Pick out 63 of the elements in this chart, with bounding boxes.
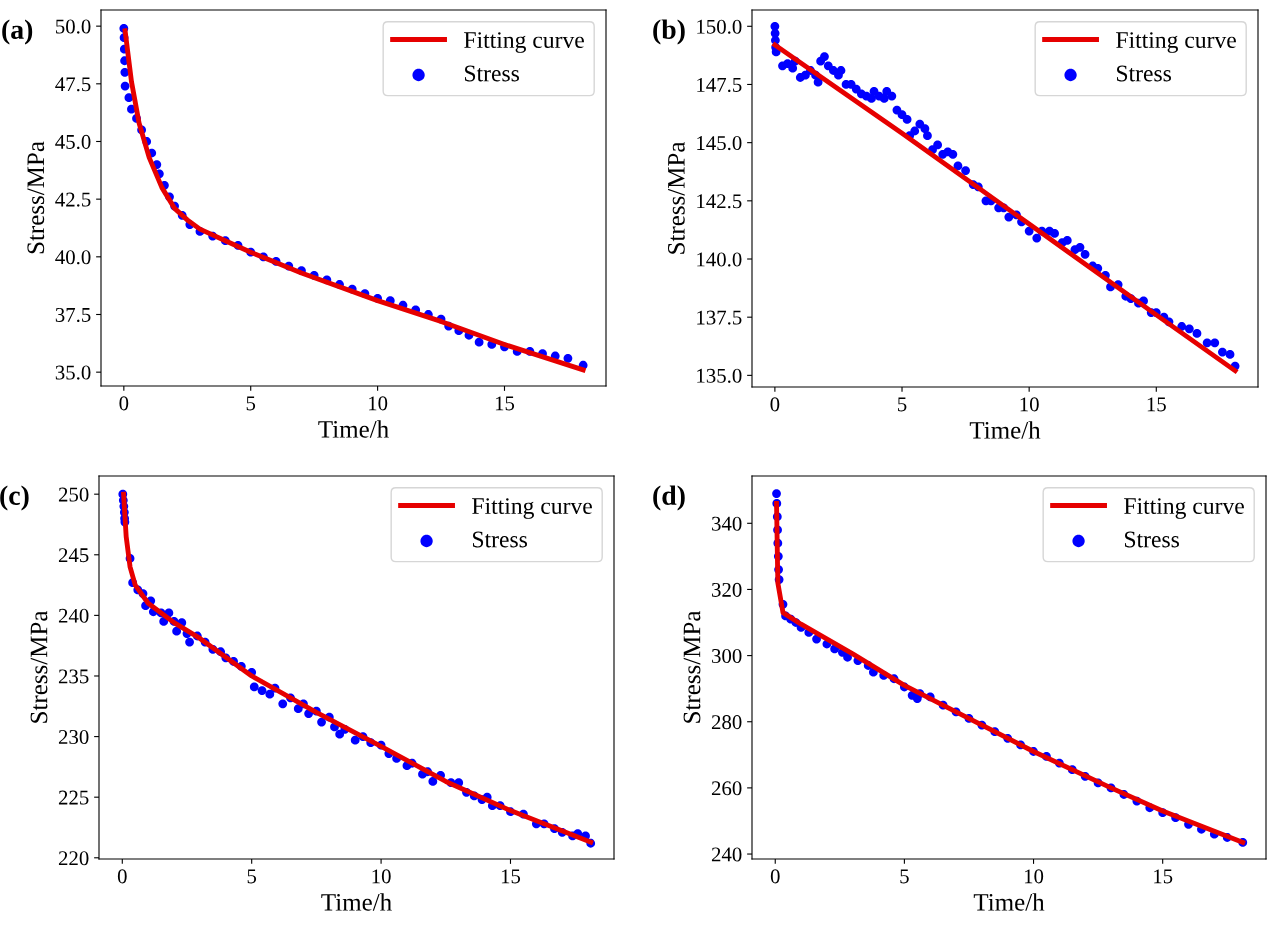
legend-label: Fitting curve xyxy=(1116,32,1236,53)
y-tick-label: 35.0 xyxy=(55,365,91,380)
legend-label: Fitting curve xyxy=(1124,498,1244,519)
y-tick-label: 250 xyxy=(58,487,89,502)
y-tick-label: 50.0 xyxy=(56,19,91,34)
x-tick-label: 0 xyxy=(770,397,780,412)
y-tick-label: 147.5 xyxy=(697,77,742,92)
x-axis-title: Time/h xyxy=(969,421,1041,439)
x-tick-label: 5 xyxy=(246,396,256,411)
y-tick-label: 150.0 xyxy=(697,19,742,34)
y-tick-label: 47.5 xyxy=(55,77,91,92)
y-tick-label: 42.5 xyxy=(55,192,91,207)
x-axis-title: Time/h xyxy=(321,893,392,911)
text: (b) xyxy=(653,19,685,45)
y-tick-label: 142.5 xyxy=(697,194,742,209)
y-tick-label: 37.5 xyxy=(55,307,91,323)
y-tick-label: 225 xyxy=(58,790,89,805)
x-tick-label: 5 xyxy=(900,869,909,884)
legend-label: Stress xyxy=(1117,65,1171,82)
y-tick-label: 280 xyxy=(711,715,742,730)
x-tick-label: 15 xyxy=(1154,869,1173,884)
y-tick-label: 300 xyxy=(712,648,742,664)
x-axis-title: Time/h xyxy=(318,420,389,438)
legend-label: Fitting curve xyxy=(472,498,592,519)
legend-label: Stress xyxy=(465,65,519,82)
x-tick-label: 15 xyxy=(1147,397,1166,412)
y-axis-title: Stress/MPa xyxy=(30,610,48,723)
x-tick-label: 0 xyxy=(119,396,129,411)
y-tick-label: 230 xyxy=(58,729,89,745)
text: (d) xyxy=(653,485,685,511)
x-tick-label: 10 xyxy=(1024,869,1044,884)
y-axis-title: Stress/MPa xyxy=(683,610,701,723)
x-tick-label: 10 xyxy=(369,396,388,411)
y-tick-label: 245 xyxy=(58,548,89,563)
x-tick-label: 0 xyxy=(117,869,127,884)
legend-label: Stress xyxy=(1125,531,1179,548)
y-tick-label: 145.0 xyxy=(697,136,742,151)
y-tick-label: 240 xyxy=(711,847,742,862)
text: (a) xyxy=(2,19,33,45)
y-tick-label: 45.0 xyxy=(55,134,91,150)
x-tick-label: 15 xyxy=(495,396,515,411)
y-axis-title: Stress/MPa xyxy=(27,141,45,254)
y-tick-label: 320 xyxy=(712,582,742,597)
legend-label: Fitting curve xyxy=(464,32,584,53)
y-tick-label: 135.0 xyxy=(697,368,742,383)
text: (c) xyxy=(0,485,29,511)
y-tick-label: 140.0 xyxy=(697,252,742,267)
y-tick-label: 220 xyxy=(58,851,89,866)
y-tick-label: 40.0 xyxy=(55,250,91,265)
y-tick-label: 235 xyxy=(58,669,89,684)
y-axis-title: Stress/MPa xyxy=(667,141,685,254)
y-tick-label: 340 xyxy=(712,516,742,531)
x-tick-label: 5 xyxy=(247,869,257,884)
x-tick-label: 5 xyxy=(898,397,907,412)
y-tick-label: 137.5 xyxy=(697,310,742,325)
y-tick-label: 240 xyxy=(58,608,89,623)
x-tick-label: 15 xyxy=(501,869,521,884)
x-tick-label: 10 xyxy=(1020,397,1039,412)
x-tick-label: 10 xyxy=(372,869,391,884)
y-tick-label: 260 xyxy=(711,781,742,796)
x-tick-label: 0 xyxy=(770,869,780,884)
legend-label: Stress xyxy=(473,531,527,548)
x-axis-title: Time/h xyxy=(973,893,1045,911)
